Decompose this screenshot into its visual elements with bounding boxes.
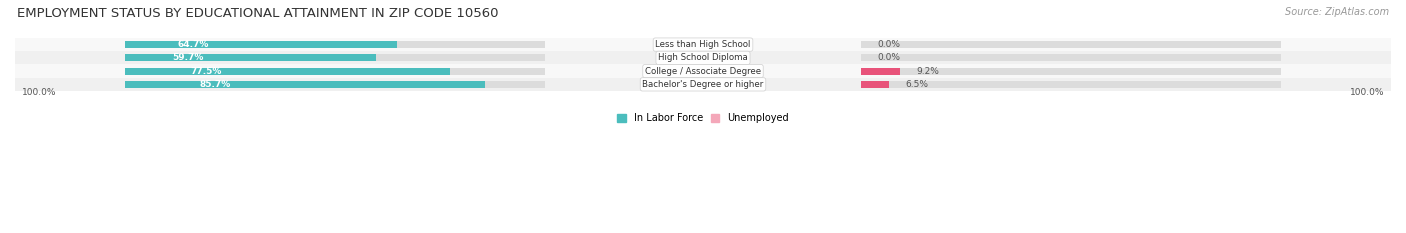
Bar: [125, 41, 396, 48]
Bar: [125, 41, 544, 48]
Text: 6.5%: 6.5%: [905, 80, 928, 89]
Bar: [862, 41, 1281, 48]
Bar: [125, 68, 544, 75]
Text: 77.5%: 77.5%: [191, 67, 222, 75]
Text: Bachelor's Degree or higher: Bachelor's Degree or higher: [643, 80, 763, 89]
Bar: [15, 78, 1391, 91]
Bar: [862, 54, 1281, 61]
Text: Less than High School: Less than High School: [655, 40, 751, 49]
Bar: [862, 81, 1281, 88]
Text: 100.0%: 100.0%: [22, 88, 56, 96]
Bar: [15, 38, 1391, 51]
Text: 85.7%: 85.7%: [200, 80, 231, 89]
Bar: [125, 68, 450, 75]
Text: 9.2%: 9.2%: [917, 67, 939, 75]
Text: High School Diploma: High School Diploma: [658, 53, 748, 62]
Legend: In Labor Force, Unemployed: In Labor Force, Unemployed: [617, 113, 789, 123]
Bar: [125, 54, 544, 61]
Bar: [862, 68, 1281, 75]
Text: 59.7%: 59.7%: [172, 53, 204, 62]
Bar: [15, 65, 1391, 78]
Bar: [862, 81, 889, 88]
Text: Source: ZipAtlas.com: Source: ZipAtlas.com: [1285, 7, 1389, 17]
Bar: [15, 51, 1391, 65]
Text: 0.0%: 0.0%: [877, 53, 901, 62]
Text: 0.0%: 0.0%: [877, 40, 901, 49]
Text: EMPLOYMENT STATUS BY EDUCATIONAL ATTAINMENT IN ZIP CODE 10560: EMPLOYMENT STATUS BY EDUCATIONAL ATTAINM…: [17, 7, 498, 20]
Bar: [862, 68, 900, 75]
Text: 64.7%: 64.7%: [177, 40, 208, 49]
Text: 100.0%: 100.0%: [1350, 88, 1384, 96]
Bar: [125, 81, 485, 88]
Text: College / Associate Degree: College / Associate Degree: [645, 67, 761, 75]
Bar: [125, 81, 544, 88]
Bar: [125, 54, 375, 61]
